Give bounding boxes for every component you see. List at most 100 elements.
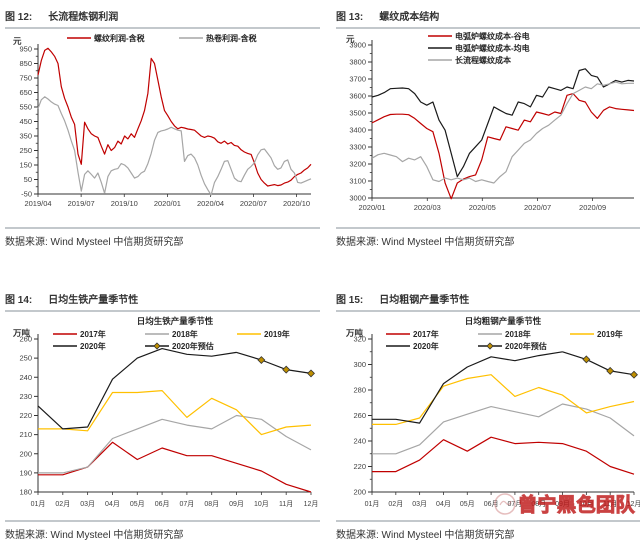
svg-text:2020/05: 2020/05 bbox=[469, 203, 496, 212]
svg-text:260: 260 bbox=[353, 411, 366, 420]
svg-text:03月: 03月 bbox=[80, 500, 95, 508]
svg-text:220: 220 bbox=[353, 462, 366, 471]
svg-text:螺纹利润-含税: 螺纹利润-含税 bbox=[94, 33, 145, 43]
svg-text:750: 750 bbox=[19, 74, 32, 83]
svg-text:2020年: 2020年 bbox=[80, 341, 106, 351]
svg-text:2017年: 2017年 bbox=[80, 329, 106, 339]
svg-text:850: 850 bbox=[19, 59, 32, 68]
svg-text:07月: 07月 bbox=[180, 500, 195, 508]
svg-text:3500: 3500 bbox=[349, 109, 366, 118]
data-source: 数据来源: Wind Mysteel 中信期货研究部 bbox=[5, 237, 184, 248]
svg-text:05月: 05月 bbox=[130, 500, 145, 508]
chart-pig-iron-output-seasonality: 260 250 240 230 220 210 200 190 180 01月 02月 03月 04月 0… bbox=[12, 316, 318, 508]
svg-text:2019/04: 2019/04 bbox=[24, 199, 51, 208]
svg-text:650: 650 bbox=[19, 88, 32, 97]
svg-text:3000: 3000 bbox=[349, 194, 366, 203]
divider bbox=[5, 27, 320, 29]
svg-text:280: 280 bbox=[353, 386, 366, 395]
svg-text:2020年预估: 2020年预估 bbox=[172, 341, 214, 351]
svg-text:02月: 02月 bbox=[388, 500, 403, 508]
divider bbox=[336, 27, 640, 29]
svg-text:11月: 11月 bbox=[603, 500, 617, 508]
svg-text:240: 240 bbox=[353, 437, 366, 446]
svg-text:200: 200 bbox=[353, 488, 366, 497]
figure-title: 长流程炼钢利润 bbox=[48, 12, 119, 23]
svg-text:日均生铁产量季节性: 日均生铁产量季节性 bbox=[137, 316, 214, 326]
chart-crude-steel-output-seasonality: 320 300 280 260 240 220 200 01月 02月 03月 04月 05月 06月 0… bbox=[345, 316, 640, 508]
figure-label: 图 15: bbox=[336, 295, 364, 306]
svg-text:04月: 04月 bbox=[105, 500, 120, 508]
svg-text:元: 元 bbox=[13, 36, 22, 46]
figure-label: 图 14: bbox=[5, 295, 33, 306]
svg-text:03月: 03月 bbox=[412, 500, 427, 508]
svg-text:550: 550 bbox=[19, 103, 32, 112]
svg-text:热卷利润-含税: 热卷利润-含税 bbox=[206, 33, 257, 43]
figure-panel-13: 图 13: 螺纹成本结构 3900 3800 3700 3600 3500 3400 330… bbox=[336, 8, 640, 248]
divider bbox=[336, 227, 640, 229]
svg-text:2017年: 2017年 bbox=[413, 329, 439, 339]
divider bbox=[336, 520, 640, 522]
svg-text:3900: 3900 bbox=[349, 41, 366, 50]
svg-text:10月: 10月 bbox=[579, 500, 594, 508]
divider bbox=[336, 310, 640, 312]
svg-text:350: 350 bbox=[19, 132, 32, 141]
figure-header: 图 15: 日均粗钢产量季节性 bbox=[336, 291, 640, 307]
chart-rebar-cost-structure: 3900 3800 3700 3600 3500 3400 3300 3200 3100 3000… bbox=[346, 31, 635, 212]
svg-text:2018年: 2018年 bbox=[172, 329, 198, 339]
data-source: 数据来源: Wind Mysteel 中信期货研究部 bbox=[336, 237, 515, 248]
figure-title: 螺纹成本结构 bbox=[379, 12, 440, 23]
svg-text:06月: 06月 bbox=[155, 500, 170, 508]
svg-text:250: 250 bbox=[19, 146, 32, 155]
figure-header: 图 14: 日均生铁产量季节性 bbox=[5, 291, 320, 307]
svg-text:2019/07: 2019/07 bbox=[68, 199, 95, 208]
svg-text:3600: 3600 bbox=[349, 92, 366, 101]
svg-text:3800: 3800 bbox=[349, 58, 366, 67]
svg-text:150: 150 bbox=[19, 161, 32, 170]
svg-text:50: 50 bbox=[24, 175, 32, 184]
svg-text:950: 950 bbox=[19, 45, 32, 54]
svg-text:250: 250 bbox=[19, 354, 32, 363]
svg-text:2019年: 2019年 bbox=[264, 329, 290, 339]
figure-title: 日均粗钢产量季节性 bbox=[379, 295, 470, 306]
svg-text:2020/04: 2020/04 bbox=[197, 199, 224, 208]
svg-text:日均粗钢产量季节性: 日均粗钢产量季节性 bbox=[465, 316, 542, 326]
svg-text:230: 230 bbox=[19, 392, 32, 401]
svg-text:01月: 01月 bbox=[365, 500, 380, 508]
svg-text:2019年: 2019年 bbox=[597, 329, 623, 339]
svg-text:-50: -50 bbox=[21, 190, 32, 199]
svg-text:2020/01: 2020/01 bbox=[358, 203, 385, 212]
svg-text:电弧炉螺纹成本-均电: 电弧炉螺纹成本-均电 bbox=[455, 43, 530, 53]
svg-text:元: 元 bbox=[346, 34, 355, 44]
svg-text:10月: 10月 bbox=[254, 500, 269, 508]
figure-header: 图 13: 螺纹成本结构 bbox=[336, 8, 640, 24]
data-source: 数据来源: Wind Mysteel 中信期货研究部 bbox=[5, 530, 184, 541]
svg-text:08月: 08月 bbox=[204, 500, 219, 508]
svg-text:2020/10: 2020/10 bbox=[283, 199, 310, 208]
svg-text:2020/07: 2020/07 bbox=[240, 199, 267, 208]
svg-text:3700: 3700 bbox=[349, 75, 366, 84]
svg-text:09月: 09月 bbox=[555, 500, 570, 508]
svg-text:06月: 06月 bbox=[484, 500, 499, 508]
svg-text:260: 260 bbox=[19, 335, 32, 344]
figure-label: 图 13: bbox=[336, 12, 364, 23]
svg-text:11月: 11月 bbox=[279, 500, 293, 508]
divider bbox=[5, 520, 320, 522]
divider bbox=[5, 227, 320, 229]
svg-text:02月: 02月 bbox=[55, 500, 70, 508]
svg-text:万吨: 万吨 bbox=[12, 328, 31, 338]
svg-text:3400: 3400 bbox=[349, 126, 366, 135]
svg-text:3300: 3300 bbox=[349, 143, 366, 152]
figure-title: 日均生铁产量季节性 bbox=[48, 295, 139, 306]
svg-text:12月: 12月 bbox=[627, 500, 640, 508]
svg-text:2020/07: 2020/07 bbox=[524, 203, 551, 212]
svg-text:180: 180 bbox=[19, 488, 32, 497]
svg-text:200: 200 bbox=[19, 449, 32, 458]
figure-panel-14: 图 14: 日均生铁产量季节性 260 250 240 230 220 210 200 190… bbox=[5, 291, 320, 541]
figure-panel-15: 图 15: 日均粗钢产量季节性 320 300 280 260 240 220 200 01月… bbox=[336, 291, 640, 541]
data-source: 数据来源: Wind Mysteel 中信期货研究部 bbox=[336, 530, 515, 541]
svg-text:220: 220 bbox=[19, 411, 32, 420]
svg-text:3100: 3100 bbox=[349, 177, 366, 186]
svg-text:01月: 01月 bbox=[31, 500, 46, 508]
svg-text:2020年预估: 2020年预估 bbox=[505, 341, 547, 351]
